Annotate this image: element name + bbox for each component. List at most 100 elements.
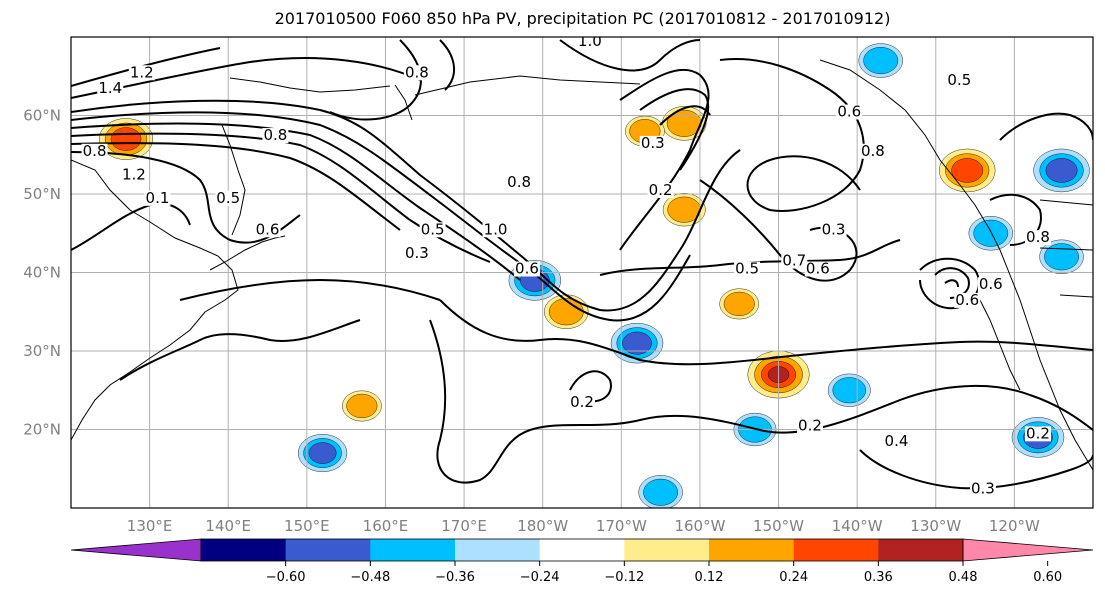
colorbar-segment (793, 539, 879, 561)
contour-label-text: 0.8 (405, 63, 429, 81)
contour-label: 1.2 (120, 165, 147, 183)
precip-blob (719, 288, 760, 320)
lon-tick-label: 170°W (596, 517, 647, 535)
precip-level (973, 219, 1009, 247)
precip-level (723, 291, 755, 316)
precip-blob (968, 216, 1013, 251)
contour-label: 0.8 (81, 142, 108, 160)
contour-label-bg (796, 418, 823, 434)
contour-label-bg (215, 190, 242, 206)
contour-label: 1.0 (576, 37, 603, 50)
contour-label-bg (946, 73, 973, 89)
colorbar-outline (200, 538, 964, 562)
contour-label: 0.6 (977, 275, 1004, 293)
colorbar-tick-label: −0.24 (520, 570, 560, 585)
precip-blob (1033, 148, 1090, 193)
precip-blob (342, 390, 382, 422)
contour-label-text: 0.2 (649, 181, 673, 199)
colorbar-tick-label: 0.60 (1033, 570, 1062, 585)
contour-label: 0.8 (859, 142, 886, 160)
contour-label-text: 0.8 (83, 142, 107, 160)
contour-label-bg (969, 481, 996, 497)
contour-label-text: 0.8 (861, 142, 885, 160)
contour-label: 0.6 (954, 291, 981, 309)
contour-label: 0.6 (254, 220, 281, 238)
contour-label-bg (262, 128, 289, 144)
contour-label-bg (482, 222, 509, 238)
contour-label-text: 0.8 (263, 126, 287, 144)
chart-title: 2017010500 F060 850 hPa PV, precipitatio… (274, 9, 891, 28)
contour-label-text: 1.0 (484, 220, 508, 238)
contour-label: 0.1 (144, 189, 171, 207)
colorbar-segment (539, 539, 625, 561)
contour-label-bg (1024, 230, 1051, 246)
contour-label: 0.3 (820, 220, 847, 238)
contour-label-text: 0.6 (979, 275, 1003, 293)
contour-label-text: 0.3 (822, 220, 846, 238)
contour-label: 1.2 (128, 63, 155, 81)
precip-level (832, 377, 867, 404)
contour-label: 0.2 (1024, 424, 1051, 442)
contour-label-bg (97, 80, 124, 96)
contour-label-text: 0.3 (405, 244, 429, 262)
precip-level (346, 393, 378, 419)
colorbar-tick-label: −0.48 (350, 570, 390, 585)
contour-label-text: 0.5 (421, 220, 445, 238)
precip-blob (939, 148, 996, 193)
contour-label: 0.8 (1024, 228, 1051, 246)
contour-label-text: 0.5 (735, 260, 759, 278)
contour-label-bg (403, 245, 430, 261)
contour-label: 0.5 (419, 220, 446, 238)
lon-tick-label: 140°E (205, 517, 251, 535)
contour-label-text: 0.3 (641, 134, 665, 152)
contour-label-text: 0.2 (570, 393, 594, 411)
contour-label-text: 0.6 (515, 260, 539, 278)
precip-level (1044, 243, 1079, 271)
contour-label-bg (506, 175, 533, 191)
precip-blob (827, 373, 871, 407)
lat-tick-label: 30°N (23, 342, 61, 360)
precip-blob (544, 294, 589, 329)
lon-tick-label: 180°W (517, 517, 568, 535)
precip-blob (610, 322, 664, 364)
contour-label-bg (836, 104, 863, 120)
precip-blob (858, 43, 903, 78)
contour-label: 0.6 (804, 260, 831, 278)
lat-tick-label: 40°N (23, 264, 61, 282)
colorbar-tick-label: 0.36 (864, 570, 893, 585)
contour-label-bg (120, 167, 147, 183)
contour-label-bg (144, 190, 171, 206)
contour-label: 1.0 (482, 220, 509, 238)
precip-level (951, 158, 984, 183)
gridlines (71, 37, 1093, 508)
contour-label: 0.3 (639, 134, 666, 152)
contour-label-bg (128, 65, 155, 81)
contour-label-bg (820, 222, 847, 238)
lon-tick-label: 130°W (910, 517, 961, 535)
contour-label-bg (954, 292, 981, 308)
colorbar-tick-label: 0.24 (779, 570, 808, 585)
lon-tick-label: 150°W (753, 517, 804, 535)
colorbar-tick-label: 0.48 (949, 570, 978, 585)
precip-blob (638, 475, 683, 508)
contour-label: 0.8 (506, 173, 533, 191)
lon-tick-label: 160°E (363, 517, 409, 535)
contour-label: 0.8 (403, 63, 430, 81)
contour-label: 0.5 (734, 260, 761, 278)
contour-label-text: 0.1 (146, 189, 170, 207)
colorbar-segment (285, 539, 371, 561)
contour-label-text: 0.6 (955, 291, 979, 309)
contour-label-bg (419, 222, 446, 238)
contour-label: 0.2 (569, 393, 595, 411)
colorbar-tick-label: −0.60 (266, 570, 306, 585)
contour-label-text: 0.8 (507, 173, 531, 191)
map-panel: 1.41.20.81.20.1 0.50.60.80.80.50.31.00.60… (70, 36, 1094, 509)
colorbar-segment (878, 539, 964, 561)
contour-label-bg (569, 394, 595, 410)
contour-label-bg (977, 277, 1004, 293)
contour-label-text: 0.4 (885, 432, 909, 450)
precip-level (863, 47, 899, 75)
precip-level (1045, 158, 1078, 183)
contour-label-text: 0.5 (947, 71, 971, 89)
colorbar-extend-max (962, 538, 1094, 562)
